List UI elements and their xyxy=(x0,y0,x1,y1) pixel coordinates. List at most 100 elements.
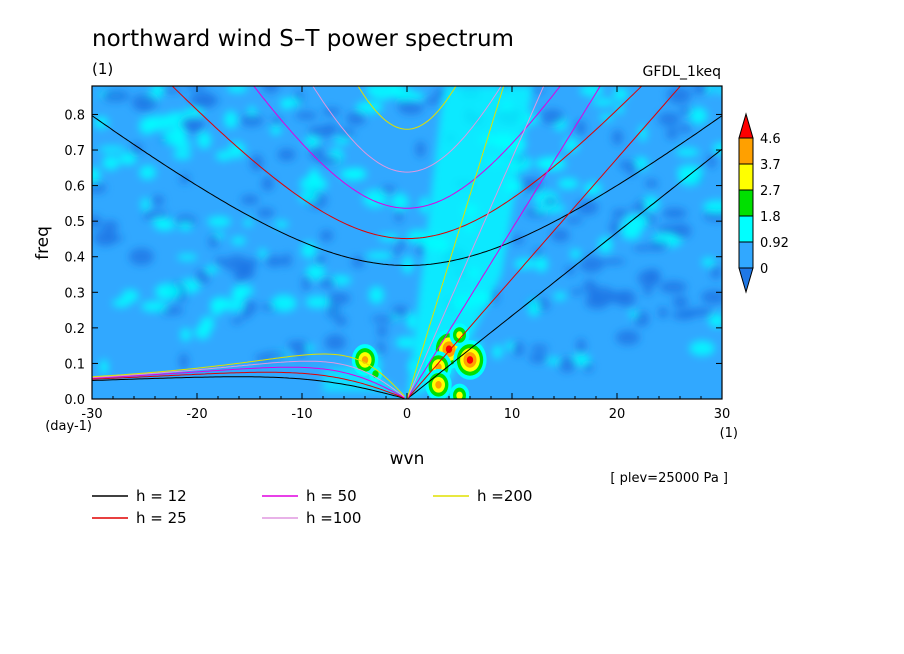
texture-blob xyxy=(271,116,282,126)
texture-blob xyxy=(270,125,282,135)
texture-blob xyxy=(553,292,567,301)
texture-blob xyxy=(365,252,393,260)
texture-blob xyxy=(645,179,659,188)
texture-blob xyxy=(293,340,310,358)
power-peak xyxy=(425,369,452,399)
texture-blob xyxy=(406,229,430,244)
texture-blob xyxy=(370,86,396,101)
texture-blob xyxy=(139,165,156,180)
y-tick-label: 0.8 xyxy=(64,108,85,123)
texture-blob xyxy=(492,345,503,359)
texture-blob xyxy=(179,353,189,370)
dispersion-curves-layer xyxy=(92,86,722,399)
legend: h = 12 h = 25 h = 50 h =100 h =200 xyxy=(92,487,532,527)
texture-blob xyxy=(657,112,681,127)
texture-blob xyxy=(295,111,318,120)
texture-blob xyxy=(173,150,192,160)
texture-blob xyxy=(701,290,722,305)
texture-blob xyxy=(542,204,566,213)
texture-blob xyxy=(131,142,143,155)
texture-blob xyxy=(183,107,204,118)
texture-blob xyxy=(210,298,224,316)
texture-blob xyxy=(271,294,297,312)
texture-blob xyxy=(121,289,139,303)
texture-blob xyxy=(195,268,210,285)
texture-blob xyxy=(675,148,700,157)
x-tick-label: -20 xyxy=(186,407,207,422)
texture-blob xyxy=(395,336,418,349)
texture-blob xyxy=(626,159,638,177)
texture-blob xyxy=(142,212,155,220)
texture-blob xyxy=(346,111,366,126)
texture-blob xyxy=(305,296,330,308)
legend-entry: h = 25 xyxy=(92,509,187,527)
y-unit-label: (day-1) xyxy=(45,419,92,434)
texture-blob xyxy=(678,107,694,115)
texture-blob xyxy=(177,254,198,261)
texture-blob xyxy=(657,224,681,235)
texture-blob xyxy=(92,215,102,229)
colorbar-label: 1.8 xyxy=(760,210,781,225)
plot-area xyxy=(92,86,722,399)
y-axis-title: freq xyxy=(33,226,53,260)
texture-blob xyxy=(390,86,402,97)
texture-blob xyxy=(185,86,206,90)
texture-blob xyxy=(154,218,176,231)
curve-ig xyxy=(357,86,457,130)
texture-blob xyxy=(231,236,246,245)
texture-blob xyxy=(619,160,628,170)
texture-blob xyxy=(423,97,441,105)
texture-blob xyxy=(570,249,581,259)
y-tick-label: 0.5 xyxy=(64,215,85,230)
peak-contour xyxy=(445,345,453,354)
texture-blob xyxy=(227,86,248,93)
texture-blob xyxy=(103,234,124,242)
texture-blob xyxy=(324,334,347,351)
texture-blob xyxy=(174,126,185,138)
legend-entry: h = 50 xyxy=(262,487,357,505)
texture-blob xyxy=(274,220,289,228)
ridge-polygon xyxy=(407,86,533,399)
dispersion-curve xyxy=(92,86,682,399)
curve-ig xyxy=(92,115,722,266)
colorbar-segment xyxy=(738,137,754,165)
texture-blob xyxy=(101,220,119,233)
texture-blob xyxy=(633,244,653,252)
x-tick-label: 0 xyxy=(403,407,411,422)
subtitle-right: GFDL_1keq xyxy=(643,64,722,80)
texture-blob xyxy=(574,120,587,136)
texture-blob xyxy=(394,209,403,223)
texture-blob xyxy=(579,255,604,273)
texture-blob xyxy=(335,315,347,327)
texture-blob xyxy=(92,167,101,184)
texture-blob xyxy=(319,278,336,289)
texture-blob xyxy=(277,148,296,162)
curve-er xyxy=(92,376,405,399)
texture-blob xyxy=(530,344,549,352)
texture-blob xyxy=(666,127,678,140)
texture-blob xyxy=(651,233,677,243)
curve-ig xyxy=(253,86,561,209)
texture-blob xyxy=(180,328,191,342)
texture-blob xyxy=(101,89,130,103)
texture-blob xyxy=(282,253,292,267)
texture-blob xyxy=(707,153,717,169)
texture-blob xyxy=(611,129,624,146)
subtitle-left: (1) xyxy=(92,60,113,78)
texture-blob xyxy=(215,256,226,267)
texture-blob xyxy=(637,269,660,287)
texture-blob xyxy=(204,265,218,274)
y-tick-label: 0.1 xyxy=(64,357,85,372)
texture-blob xyxy=(208,234,219,249)
texture-blob xyxy=(622,231,641,240)
texture-blob xyxy=(92,182,107,194)
texture-blob xyxy=(102,155,120,170)
texture-blob xyxy=(689,340,715,356)
texture-blob xyxy=(185,123,200,133)
texture-blob xyxy=(239,114,264,127)
y-axis: 0.0 0.1 0.2 0.3 0.4 0.5 0.6 0.7 0.8 xyxy=(64,108,722,408)
texture-blob xyxy=(563,137,579,153)
texture-blob xyxy=(314,156,342,165)
colorbar-segment xyxy=(738,215,754,243)
texture-blob xyxy=(592,98,615,106)
